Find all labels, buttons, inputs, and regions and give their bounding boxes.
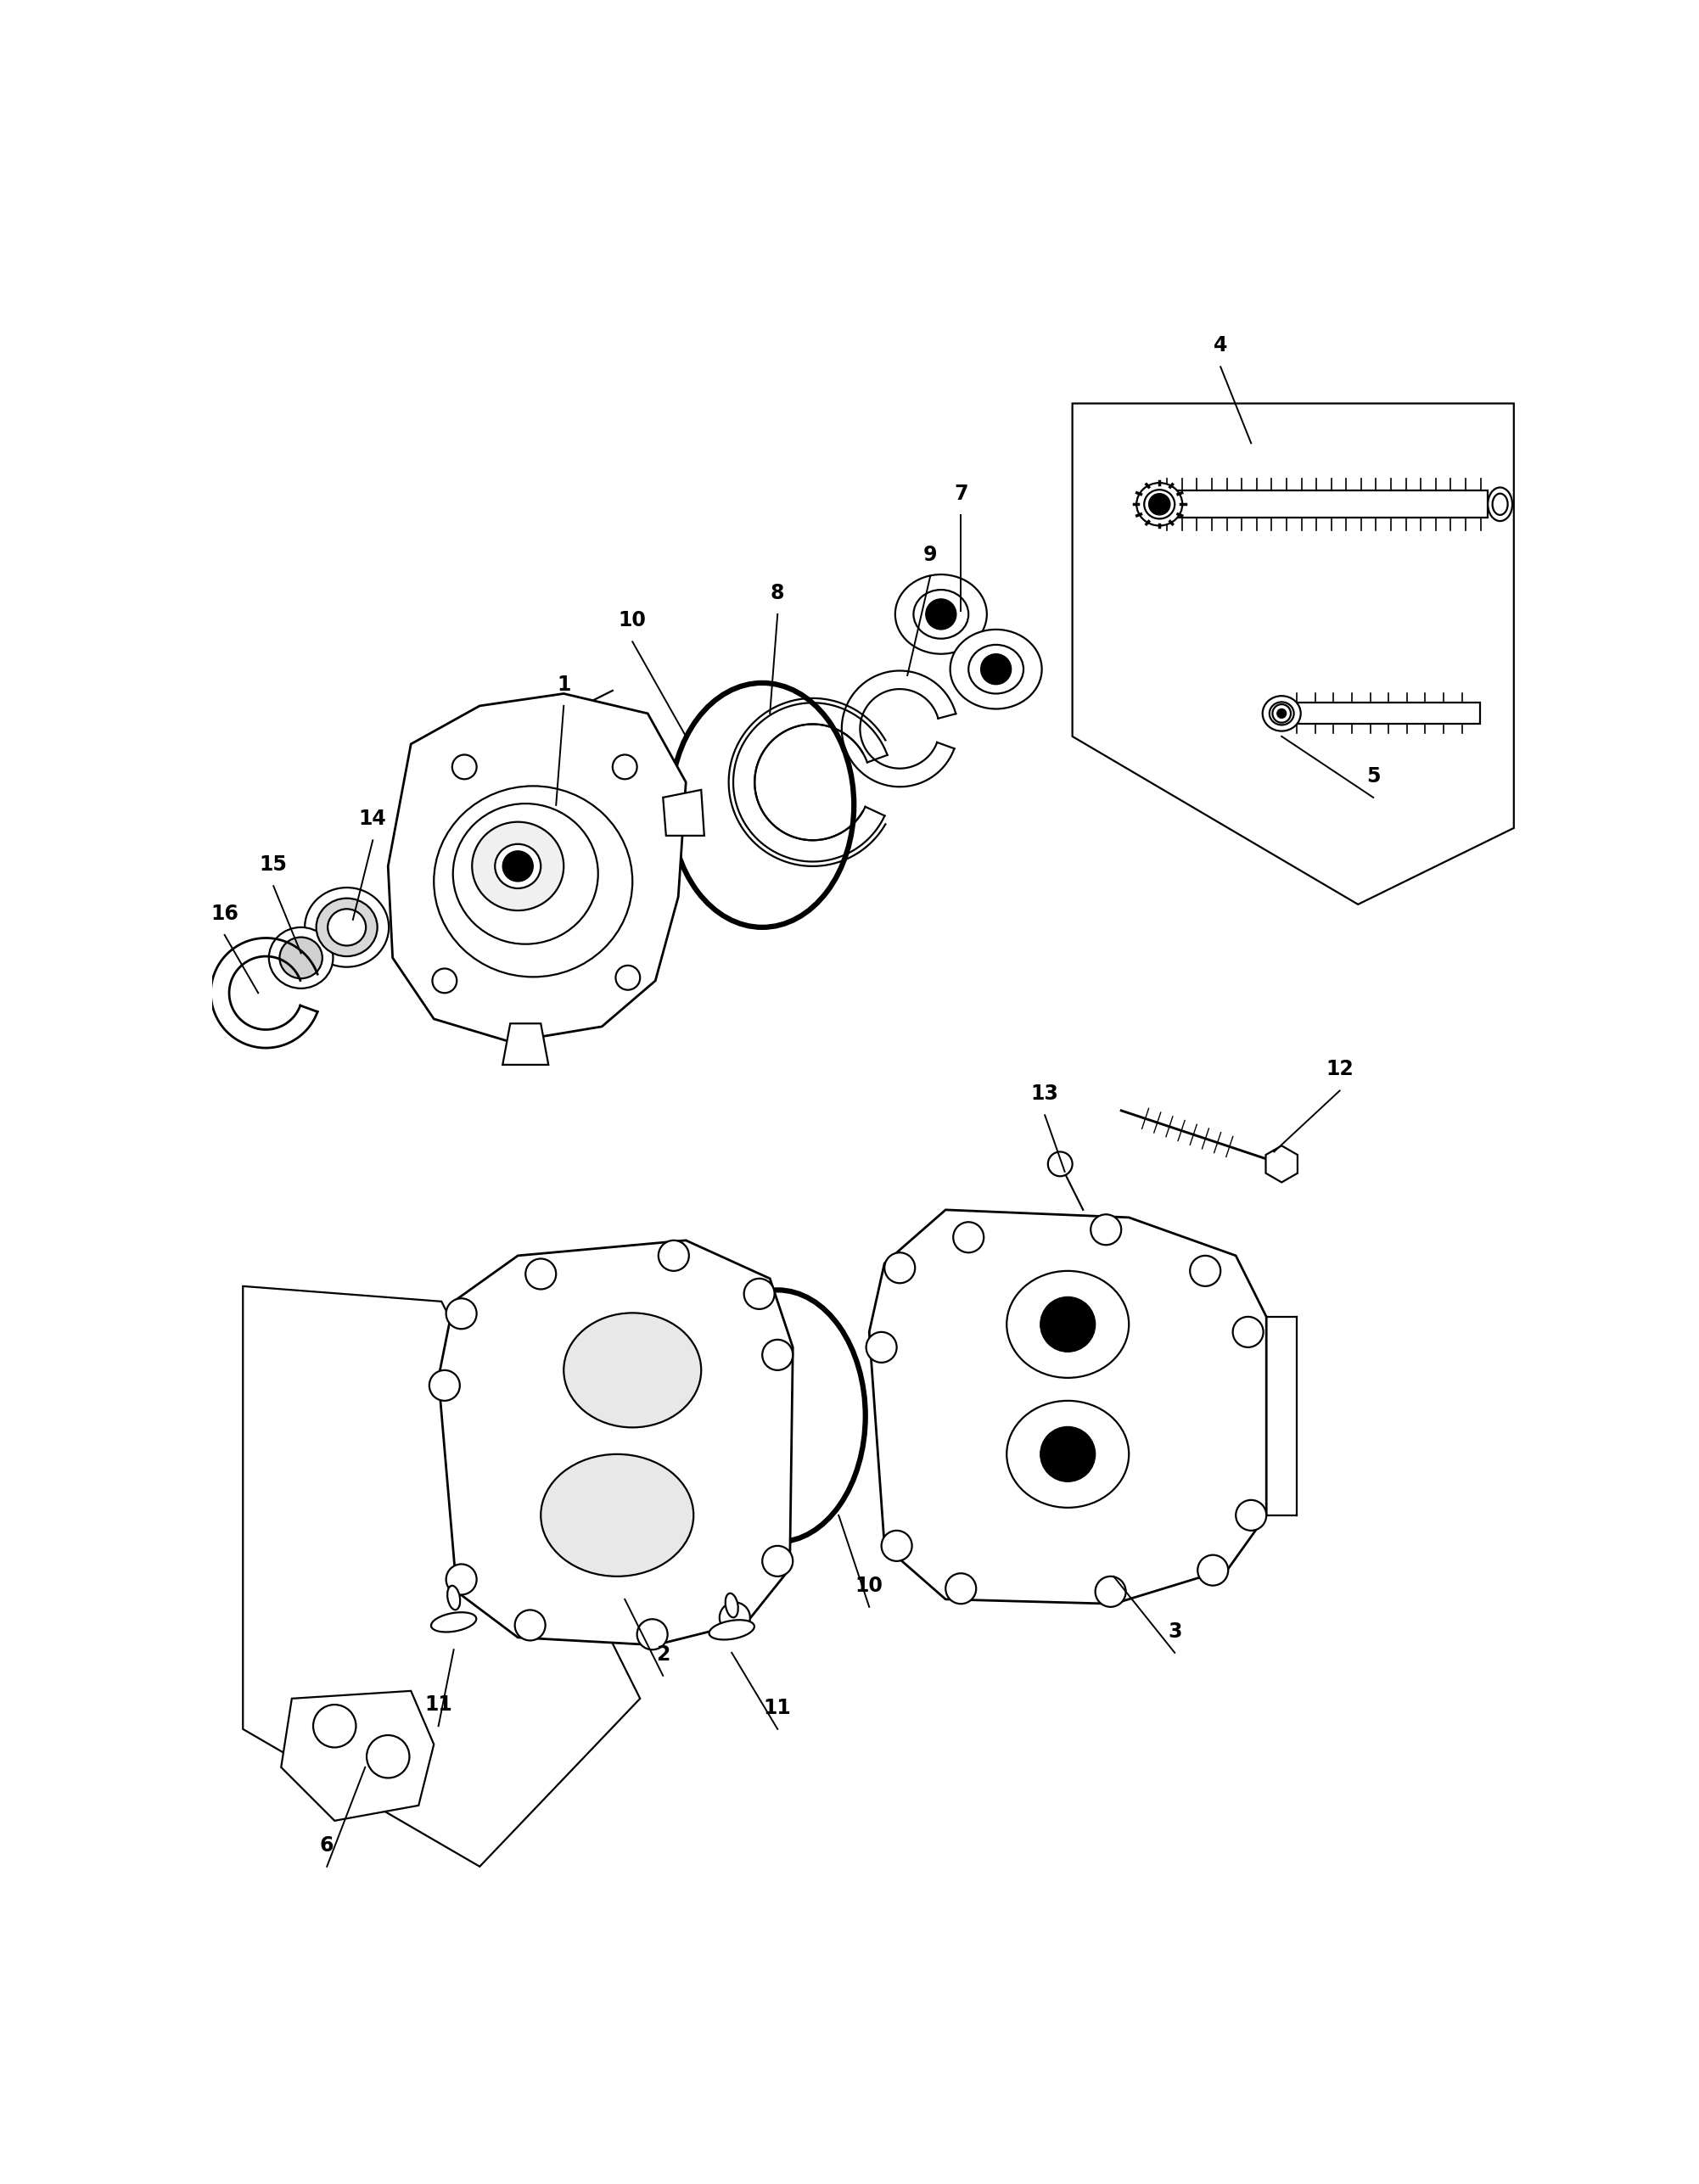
- Ellipse shape: [1008, 1400, 1128, 1507]
- Text: 9: 9: [923, 544, 938, 566]
- Circle shape: [1096, 1577, 1126, 1607]
- Ellipse shape: [564, 1313, 702, 1428]
- Ellipse shape: [1008, 1271, 1128, 1378]
- Polygon shape: [870, 1210, 1266, 1603]
- Circle shape: [1048, 1151, 1072, 1177]
- Polygon shape: [503, 1024, 549, 1066]
- Circle shape: [882, 1531, 912, 1562]
- Ellipse shape: [914, 590, 968, 638]
- Circle shape: [432, 968, 457, 994]
- Ellipse shape: [1488, 487, 1512, 522]
- Circle shape: [615, 965, 641, 989]
- Ellipse shape: [494, 843, 540, 889]
- Circle shape: [1189, 1256, 1220, 1286]
- Ellipse shape: [268, 928, 333, 989]
- Text: 8: 8: [771, 583, 785, 603]
- Circle shape: [1091, 1214, 1121, 1245]
- Ellipse shape: [316, 898, 377, 957]
- Circle shape: [430, 1369, 460, 1400]
- Text: 2: 2: [656, 1645, 669, 1664]
- Circle shape: [1198, 1555, 1228, 1586]
- Circle shape: [525, 1258, 556, 1289]
- Circle shape: [1040, 1297, 1096, 1352]
- Ellipse shape: [280, 937, 323, 978]
- Text: 13: 13: [1031, 1083, 1058, 1103]
- Polygon shape: [1159, 491, 1488, 518]
- Ellipse shape: [1143, 489, 1174, 520]
- Circle shape: [1278, 710, 1286, 719]
- Circle shape: [515, 1610, 545, 1640]
- Text: 10: 10: [855, 1575, 883, 1597]
- Ellipse shape: [433, 786, 632, 976]
- Circle shape: [659, 1241, 690, 1271]
- Circle shape: [763, 1339, 793, 1369]
- Ellipse shape: [895, 574, 987, 653]
- Text: 1: 1: [557, 675, 571, 695]
- Ellipse shape: [472, 821, 564, 911]
- Ellipse shape: [447, 1586, 460, 1610]
- Circle shape: [613, 756, 637, 780]
- Circle shape: [447, 1564, 477, 1594]
- Polygon shape: [1281, 703, 1480, 725]
- Circle shape: [313, 1706, 357, 1747]
- Circle shape: [447, 1299, 477, 1328]
- Polygon shape: [438, 1241, 793, 1645]
- Circle shape: [452, 756, 477, 780]
- Circle shape: [980, 653, 1011, 684]
- Ellipse shape: [968, 644, 1023, 695]
- Text: 16: 16: [211, 904, 238, 924]
- Circle shape: [763, 1546, 793, 1577]
- Circle shape: [1040, 1426, 1096, 1481]
- Ellipse shape: [432, 1612, 476, 1631]
- Ellipse shape: [540, 1455, 693, 1577]
- Circle shape: [1149, 494, 1171, 515]
- Circle shape: [719, 1603, 749, 1634]
- Ellipse shape: [1269, 701, 1295, 725]
- Text: 7: 7: [953, 483, 968, 505]
- Ellipse shape: [950, 629, 1041, 710]
- Polygon shape: [1266, 1147, 1298, 1182]
- Ellipse shape: [708, 1621, 754, 1640]
- Circle shape: [885, 1254, 916, 1284]
- Ellipse shape: [1137, 483, 1183, 526]
- Circle shape: [926, 598, 957, 629]
- Text: 12: 12: [1325, 1059, 1354, 1079]
- Text: 4: 4: [1213, 334, 1227, 356]
- Ellipse shape: [304, 887, 389, 968]
- Circle shape: [1273, 703, 1291, 723]
- Text: 11: 11: [425, 1695, 452, 1714]
- Circle shape: [953, 1223, 984, 1254]
- Circle shape: [1233, 1317, 1264, 1348]
- Circle shape: [1235, 1500, 1266, 1531]
- Text: 14: 14: [358, 808, 387, 830]
- Circle shape: [637, 1618, 668, 1649]
- Text: 11: 11: [763, 1697, 792, 1719]
- Ellipse shape: [725, 1594, 737, 1618]
- Circle shape: [503, 852, 533, 882]
- Circle shape: [367, 1736, 409, 1778]
- Text: 3: 3: [1167, 1621, 1183, 1642]
- Text: 15: 15: [260, 854, 287, 876]
- Ellipse shape: [1492, 494, 1507, 515]
- Polygon shape: [243, 1286, 641, 1867]
- Polygon shape: [663, 791, 705, 836]
- Circle shape: [744, 1278, 775, 1308]
- Ellipse shape: [328, 909, 365, 946]
- Text: 6: 6: [319, 1835, 335, 1856]
- Circle shape: [946, 1572, 977, 1603]
- Ellipse shape: [1262, 697, 1301, 732]
- Polygon shape: [1072, 404, 1514, 904]
- Text: 5: 5: [1366, 767, 1380, 786]
- Polygon shape: [387, 695, 686, 1042]
- Polygon shape: [280, 1690, 433, 1821]
- Circle shape: [866, 1332, 897, 1363]
- Text: 10: 10: [618, 609, 646, 631]
- Ellipse shape: [454, 804, 598, 943]
